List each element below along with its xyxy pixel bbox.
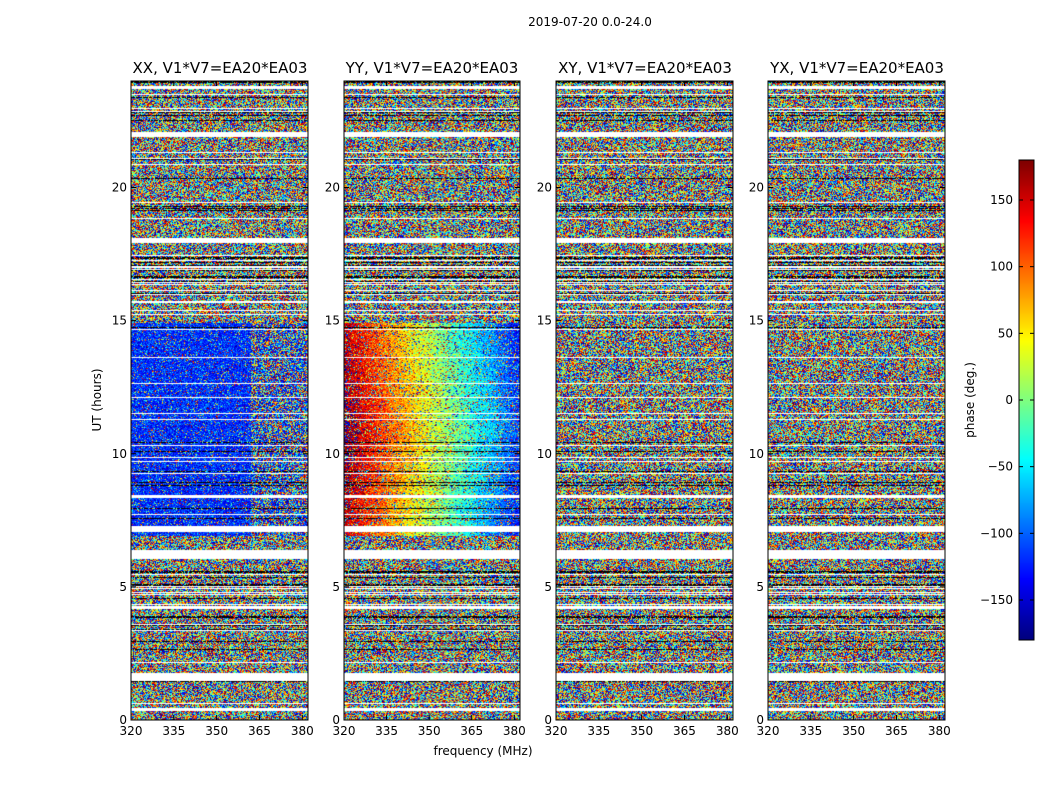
x-tick-label: 350 [418,724,441,738]
phase-heatmap-xy [556,81,733,720]
panel-title-yy: YY, V1*V7=EA20*EA03 [345,59,519,77]
y-tick-label: 15 [749,314,764,328]
y-tick-label: 15 [537,314,552,328]
x-tick-label: 365 [248,724,271,738]
figure-suptitle: 2019-07-20 0.0-24.0 [528,15,652,29]
x-axis-label: frequency (MHz) [433,744,532,758]
axes-frame-yx [767,80,946,721]
panel-title-yx: YX, V1*V7=EA20*EA03 [769,59,944,77]
x-tick-label: 320 [120,724,143,738]
y-tick-label: 10 [112,447,127,461]
y-tick-label: 15 [325,314,340,328]
x-tick-label: 350 [842,724,865,738]
y-tick-label: 0 [119,713,127,727]
x-tick-label: 335 [375,724,398,738]
x-tick-label: 365 [673,724,696,738]
y-tick-label: 0 [332,713,340,727]
y-tick-label: 5 [332,580,340,594]
y-tick-label: 10 [749,447,764,461]
colorbar-label: phase (deg.) [963,362,977,438]
x-tick-label: 365 [885,724,908,738]
x-tick-label: 320 [757,724,780,738]
colorbar-tick-label: 0 [1005,393,1013,407]
y-tick-label: 0 [756,713,764,727]
x-tick-label: 350 [630,724,653,738]
axes-frame-yy [343,80,521,721]
phase-heatmap-yy [344,81,520,720]
panel-title-xy: XY, V1*V7=EA20*EA03 [558,59,732,77]
phase-heatmap-yx [768,81,945,720]
colorbar-gradient [1019,160,1034,640]
x-tick-label: 380 [928,724,951,738]
axes-frame-xx [130,80,309,721]
colorbar-tick-label: −100 [980,526,1013,540]
colorbar: −150 −100 −50 0 50 100 150 phase (deg.) [963,159,1035,641]
y-tick-label: 20 [537,181,552,195]
colorbar-tick-label: 150 [990,193,1013,207]
colorbar-tick-label: −150 [980,593,1013,607]
y-tick-label: 5 [756,580,764,594]
y-tick-label: 10 [325,447,340,461]
x-tick-label: 380 [291,724,314,738]
colorbar-tick-label: −50 [988,460,1013,474]
y-tick-label: 15 [112,314,127,328]
x-tick-label: 335 [799,724,822,738]
panel-yy: YY, V1*V7=EA20*EA03 320 335 350 365 380 0 5 10 1… [325,59,526,738]
panel-title-xx: XX, V1*V7=EA20*EA03 [133,59,308,77]
y-tick-label: 5 [544,580,552,594]
y-tick-label: 20 [112,181,127,195]
y-tick-label: 5 [119,580,127,594]
axes-frame-xy [555,80,734,721]
x-tick-label: 380 [716,724,739,738]
y-axis-label: UT (hours) [90,368,104,431]
x-tick-label: 320 [545,724,568,738]
panel-xx: XX, V1*V7=EA20*EA03 320 335 350 365 380 0 5 10 1… [112,59,314,738]
panel-yx: YX, V1*V7=EA20*EA03 320 335 350 365 380 0 5 10 1… [749,59,951,738]
colorbar-tick-label: 100 [990,260,1013,274]
y-tick-label: 10 [537,447,552,461]
phase-heatmap-xx [131,81,308,720]
x-tick-label: 320 [333,724,356,738]
y-tick-label: 20 [325,181,340,195]
panel-xy: XY, V1*V7=EA20*EA03 320 335 350 365 380 0 5 10 1… [537,59,739,738]
x-tick-label: 335 [587,724,610,738]
x-tick-label: 365 [460,724,483,738]
y-tick-label: 20 [749,181,764,195]
y-tick-label: 0 [544,713,552,727]
x-tick-label: 350 [205,724,228,738]
colorbar-tick-label: 50 [998,326,1013,340]
x-tick-label: 380 [503,724,526,738]
x-tick-label: 335 [162,724,185,738]
